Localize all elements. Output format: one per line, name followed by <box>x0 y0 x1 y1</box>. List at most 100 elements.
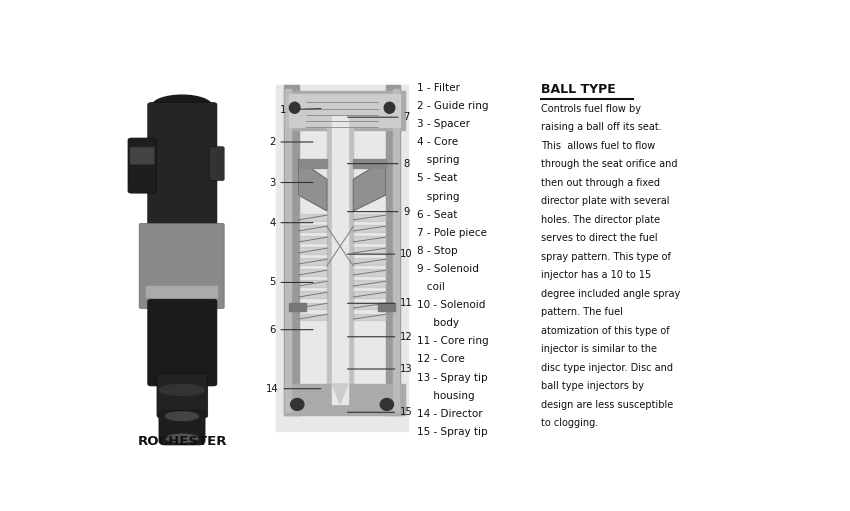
Bar <box>289 304 306 311</box>
Text: coil: coil <box>417 282 445 292</box>
Text: 15: 15 <box>348 407 413 417</box>
Ellipse shape <box>160 384 204 396</box>
Bar <box>298 314 327 320</box>
FancyBboxPatch shape <box>130 147 155 165</box>
Text: holes. The director plate: holes. The director plate <box>541 215 660 225</box>
Text: ball type injectors by: ball type injectors by <box>541 381 644 391</box>
Bar <box>298 259 327 265</box>
Text: 2 - Guide ring: 2 - Guide ring <box>417 101 489 111</box>
Text: body: body <box>417 318 459 328</box>
Text: 10: 10 <box>348 249 413 259</box>
Text: 8: 8 <box>348 158 410 169</box>
Bar <box>284 85 298 415</box>
Text: 3: 3 <box>269 177 313 188</box>
Text: to clogging.: to clogging. <box>541 418 598 428</box>
Text: 11 - Core ring: 11 - Core ring <box>417 336 489 346</box>
Bar <box>284 384 405 415</box>
Polygon shape <box>298 159 327 211</box>
Bar <box>298 303 327 309</box>
Bar <box>298 247 327 254</box>
Text: disc type injector. Disc and: disc type injector. Disc and <box>541 363 673 373</box>
Bar <box>354 259 386 265</box>
Text: through the seat orifice and: through the seat orifice and <box>541 159 677 169</box>
Bar <box>354 291 386 298</box>
Text: 8 - Stop: 8 - Stop <box>417 246 458 256</box>
Ellipse shape <box>167 434 198 442</box>
Text: 14 - Director: 14 - Director <box>417 409 483 419</box>
Bar <box>298 225 327 231</box>
Ellipse shape <box>291 399 304 410</box>
Bar <box>298 215 327 221</box>
Bar <box>393 89 400 411</box>
Text: design are less susceptible: design are less susceptible <box>541 400 673 410</box>
Polygon shape <box>332 384 348 404</box>
Bar <box>354 237 386 243</box>
FancyBboxPatch shape <box>159 410 205 445</box>
Bar <box>276 85 408 431</box>
Text: housing: housing <box>417 390 475 401</box>
Text: 12: 12 <box>348 332 413 342</box>
Text: 2: 2 <box>269 137 313 147</box>
Text: 3 - Spacer: 3 - Spacer <box>417 119 470 129</box>
Bar <box>289 94 400 127</box>
FancyBboxPatch shape <box>139 223 224 309</box>
Bar <box>284 91 405 130</box>
Text: 9: 9 <box>348 206 410 217</box>
Bar <box>332 117 348 404</box>
FancyBboxPatch shape <box>148 103 217 240</box>
Text: 9 - Solenoid: 9 - Solenoid <box>417 264 479 274</box>
Text: BALL TYPE: BALL TYPE <box>541 83 615 96</box>
FancyBboxPatch shape <box>157 374 207 418</box>
FancyBboxPatch shape <box>210 147 224 180</box>
Text: 13 - Spray tip: 13 - Spray tip <box>417 373 488 383</box>
Bar <box>354 303 386 309</box>
Text: 5 - Seat: 5 - Seat <box>417 173 457 183</box>
Text: 1 - Filter: 1 - Filter <box>417 83 460 93</box>
Bar <box>298 159 327 168</box>
Ellipse shape <box>380 399 394 410</box>
Bar <box>378 304 394 311</box>
Text: then out through a fixed: then out through a fixed <box>541 178 660 188</box>
Ellipse shape <box>166 412 199 421</box>
Bar <box>298 237 327 243</box>
Text: degree included angle spray: degree included angle spray <box>541 289 680 299</box>
Bar <box>354 247 386 254</box>
Bar <box>327 117 354 404</box>
Ellipse shape <box>384 102 394 113</box>
Text: 12 - Core: 12 - Core <box>417 355 465 364</box>
Text: injector is similar to the: injector is similar to the <box>541 344 657 354</box>
Bar <box>354 159 386 168</box>
Text: 4 - Core: 4 - Core <box>417 137 458 147</box>
Text: This  allows fuel to flow: This allows fuel to flow <box>541 141 655 151</box>
Bar <box>386 85 400 415</box>
Text: Controls fuel flow by: Controls fuel flow by <box>541 104 641 114</box>
Text: injector has a 10 to 15: injector has a 10 to 15 <box>541 270 651 280</box>
Polygon shape <box>354 159 386 211</box>
Text: serves to direct the fuel: serves to direct the fuel <box>541 233 658 243</box>
Text: 6 - Seat: 6 - Seat <box>417 210 457 220</box>
Bar <box>354 225 386 231</box>
Text: atomization of this type of: atomization of this type of <box>541 326 670 336</box>
Text: director plate with several: director plate with several <box>541 196 670 206</box>
Text: 10 - Solenoid: 10 - Solenoid <box>417 300 485 310</box>
Text: 11: 11 <box>348 298 413 308</box>
Text: pattern. The fuel: pattern. The fuel <box>541 307 623 317</box>
Text: 5: 5 <box>269 277 313 288</box>
Text: 6: 6 <box>269 324 313 335</box>
Text: spring: spring <box>417 155 460 166</box>
Text: 7 - Pole piece: 7 - Pole piece <box>417 228 487 238</box>
Text: 1: 1 <box>280 105 320 114</box>
Bar <box>298 291 327 298</box>
Bar <box>298 281 327 287</box>
Bar <box>298 269 327 276</box>
Bar <box>354 314 386 320</box>
Text: 13: 13 <box>348 364 413 374</box>
Text: 15 - Spray tip: 15 - Spray tip <box>417 427 488 437</box>
Bar <box>354 281 386 287</box>
Text: ROCHESTER: ROCHESTER <box>137 435 227 448</box>
Bar <box>354 215 386 221</box>
Text: 7: 7 <box>348 112 410 122</box>
FancyBboxPatch shape <box>148 299 217 386</box>
Text: spray pattern. This type of: spray pattern. This type of <box>541 252 671 262</box>
Ellipse shape <box>289 102 300 113</box>
